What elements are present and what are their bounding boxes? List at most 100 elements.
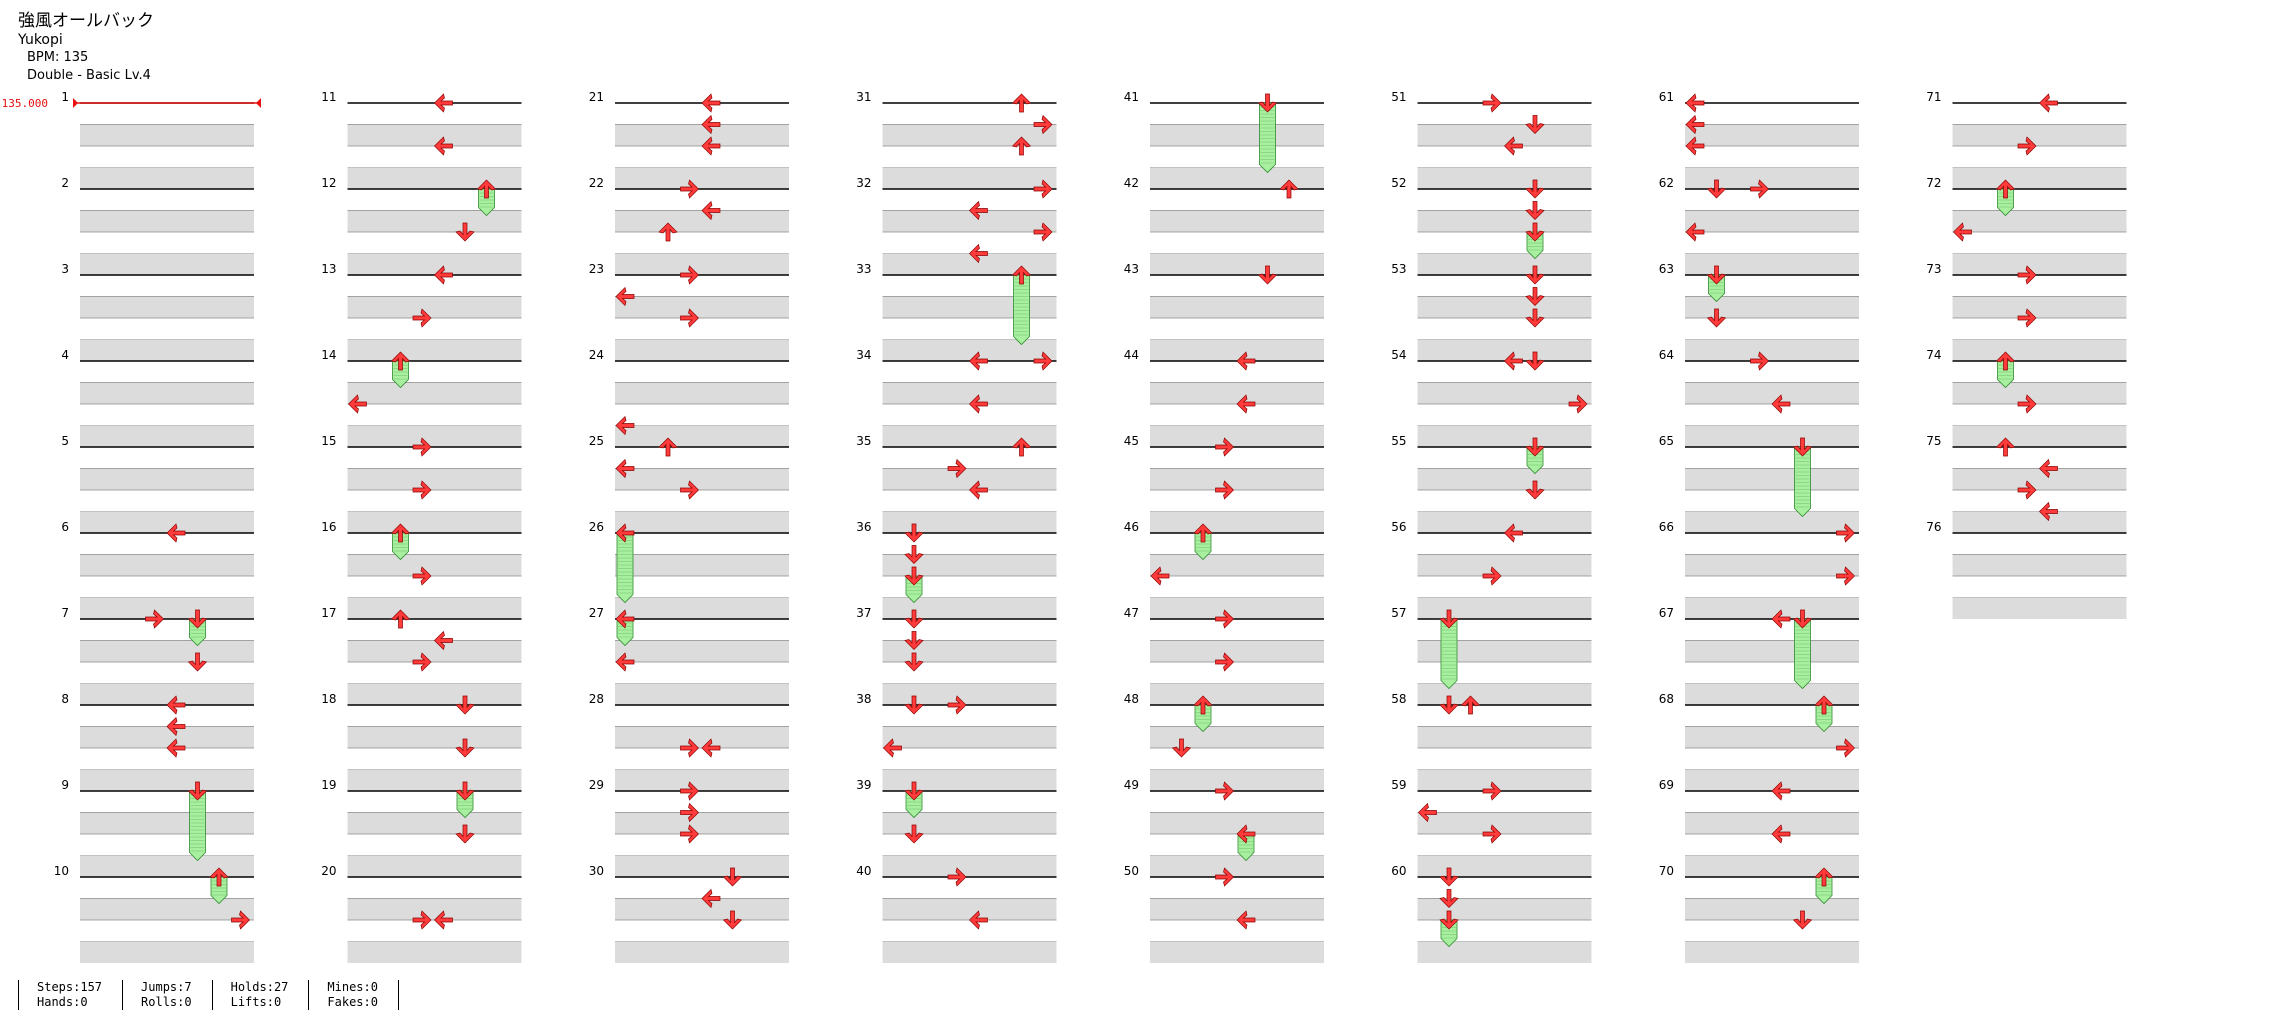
measure-number: 75: [1926, 434, 1941, 448]
step-arrow-l2: [701, 200, 721, 221]
measure-number: 42: [1124, 176, 1139, 190]
step-arrow-l2: [434, 136, 453, 156]
measure-19: [347, 790, 522, 877]
measure-28: [615, 704, 789, 791]
step-arrow-d2: [1792, 609, 1813, 629]
measure-number: 14: [321, 348, 336, 362]
step-arrow-l1: [1685, 136, 1705, 156]
step-arrow-r2: [1033, 351, 1053, 371]
step-arrow-d1: [1439, 609, 1459, 629]
measure-54: [1417, 360, 1592, 447]
step-arrow-l2: [701, 738, 721, 758]
stats-end-divider: [397, 980, 399, 1010]
step-arrow-d2: [455, 695, 475, 715]
step-arrow-l1: [1685, 222, 1705, 242]
step-arrow-u1: [1193, 695, 1213, 715]
measure-number: 23: [589, 262, 604, 276]
measure-number: 10: [54, 864, 69, 878]
measure-1: [80, 102, 254, 189]
step-arrow-d1: [904, 566, 924, 586]
step-arrow-l1: [348, 394, 367, 414]
step-arrow-d2: [1525, 265, 1545, 285]
measure-51: [1417, 102, 1592, 189]
measure-20: [347, 876, 522, 963]
step-arrow-l2: [1236, 351, 1256, 371]
step-arrow-d1: [904, 631, 924, 650]
step-arrow-d2: [1525, 480, 1545, 500]
measure-number: 3: [61, 262, 69, 276]
step-arrow-l2: [1504, 523, 1523, 543]
step-arrow-d2: [1525, 351, 1545, 371]
step-arrow-l2: [969, 480, 988, 500]
step-arrow-l1: [1418, 802, 1437, 823]
step-arrow-l2: [969, 394, 988, 414]
step-arrow-u1: [390, 523, 411, 543]
measure-number: 33: [856, 262, 871, 276]
step-arrow-u1: [1995, 351, 2016, 371]
step-arrow-d1: [904, 652, 924, 672]
step-arrow-d1: [1706, 179, 1727, 199]
measure-47: [1150, 618, 1324, 705]
measure-number: 66: [1659, 520, 1674, 534]
step-arrow-r1: [2017, 394, 2037, 414]
measure-number: 32: [856, 176, 871, 190]
measure-number: 25: [589, 434, 604, 448]
measure-number: 50: [1124, 864, 1139, 878]
measure-75: [1952, 446, 2127, 533]
stat-mines: Mines:0: [327, 980, 378, 994]
measure-63: [1685, 274, 1859, 361]
step-arrow-d2: [455, 781, 475, 801]
step-arrow-d2: [455, 824, 475, 844]
step-arrow-d2: [1525, 308, 1545, 328]
step-arrow-u1: [1193, 523, 1213, 543]
measure-69: [1685, 790, 1859, 877]
measure-26: [615, 532, 789, 619]
step-arrow-r1: [2017, 308, 2037, 328]
measure-number: 41: [1124, 90, 1139, 104]
measure-48: [1150, 704, 1324, 791]
step-arrow-r1: [680, 738, 699, 758]
step-arrow-u1: [658, 437, 678, 457]
step-arrow-r1: [412, 437, 432, 457]
measure-number: 68: [1659, 692, 1674, 706]
measure-5: [80, 446, 254, 533]
step-arrow-l1: [615, 286, 635, 307]
measure-67: [1685, 618, 1859, 705]
step-arrow-d1: [1439, 889, 1459, 908]
measure-71: [1952, 102, 2127, 189]
measure-number: 60: [1391, 864, 1406, 878]
step-arrow-l2: [1504, 351, 1523, 371]
measure-73: [1952, 274, 2127, 361]
hold-note: [1794, 446, 1811, 518]
measure-35: [882, 446, 1057, 533]
step-arrow-l2: [701, 114, 721, 135]
step-arrow-u2: [209, 867, 229, 887]
measure-number: 76: [1926, 520, 1941, 534]
step-arrow-l2: [701, 93, 721, 113]
measure-45: [1150, 446, 1324, 533]
step-arrow-r2: [1836, 566, 1855, 586]
step-arrow-d2: [1525, 437, 1545, 457]
hold-note: [189, 790, 206, 862]
step-arrow-l2: [434, 630, 453, 651]
measure-number: 40: [856, 864, 871, 878]
measure-42: [1150, 188, 1324, 275]
step-arrow-l2: [1771, 824, 1791, 844]
step-arrow-r1: [1215, 867, 1234, 887]
measure-number: 24: [589, 348, 604, 362]
step-arrow-r1: [1482, 93, 1502, 113]
step-arrow-d2: [1792, 910, 1813, 930]
measure-25: [615, 446, 789, 533]
step-arrow-r1: [412, 480, 432, 500]
measure-number: 9: [61, 778, 69, 792]
measure-number: 2: [61, 176, 69, 190]
measure-number: 19: [321, 778, 336, 792]
step-arrow-u1: [1460, 695, 1481, 715]
stats-bar: Steps:157 Hands:0 Jumps:7 Rolls:0 Holds:…: [18, 980, 399, 1010]
step-arrow-d2: [722, 910, 743, 930]
step-arrow-r2: [1033, 222, 1053, 242]
measure-30: [615, 876, 789, 963]
step-arrow-d2: [1525, 179, 1545, 199]
step-arrow-l2: [1236, 394, 1256, 414]
measure-14: [347, 360, 522, 447]
